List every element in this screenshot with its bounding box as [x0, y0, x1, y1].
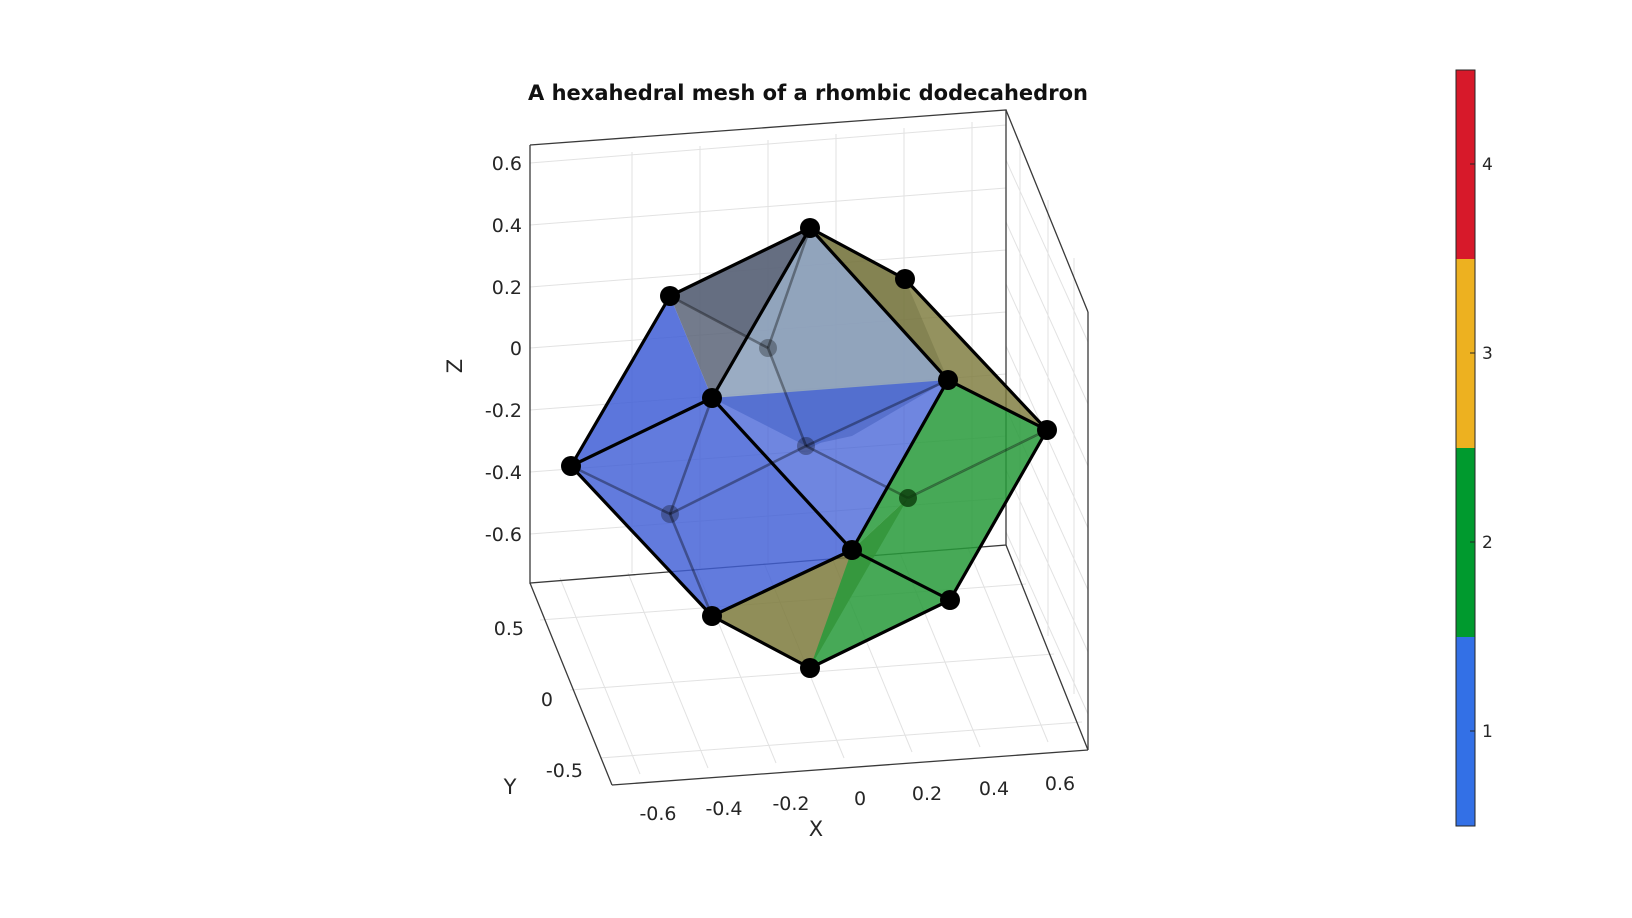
- mesh-node: [661, 505, 679, 523]
- colorbar-tick-label: 2: [1482, 533, 1493, 553]
- mesh-node: [842, 540, 862, 560]
- mesh-edges: [569, 226, 1049, 670]
- mesh-node: [702, 388, 722, 408]
- axes-box: [529, 109, 1089, 786]
- colorbar-segment: [1456, 70, 1475, 259]
- y-axis: -0.5 0 0.5 Y: [494, 618, 583, 799]
- mesh-node: [940, 590, 960, 610]
- mesh-face-blue-center: [712, 380, 948, 550]
- x-tick-label: -0.2: [772, 793, 809, 815]
- z-axis-label: Z: [443, 359, 467, 373]
- colorbar-frame: [1455, 69, 1476, 827]
- z-tick-label: 0.6: [492, 153, 522, 175]
- y-tick-label: 0: [541, 689, 553, 711]
- mesh-face-bottom: [712, 498, 908, 668]
- mesh-face-green-lower: [810, 430, 1047, 668]
- mesh-face-top-right: [810, 228, 1047, 430]
- x-tick-label: -0.4: [705, 798, 742, 820]
- mesh-hidden-edges: [570, 227, 1048, 617]
- mesh-nodes: [561, 218, 1057, 678]
- colorbar-tick-label: 3: [1482, 344, 1493, 364]
- mesh-hidden-nodes: [661, 339, 917, 523]
- mesh-node: [660, 286, 680, 306]
- y-tick-label: -0.5: [546, 760, 583, 782]
- colorbar: 4 3 2 1: [1455, 69, 1493, 827]
- mesh-node: [797, 437, 815, 455]
- x-axis-label: X: [809, 817, 823, 841]
- colorbar-tick-label: 4: [1482, 155, 1493, 175]
- mesh-face-blue-lower: [571, 398, 852, 616]
- hexahedral-mesh: [561, 218, 1057, 678]
- mesh-node: [800, 218, 820, 238]
- x-axis: -0.6 -0.4 -0.2 0 0.2 0.4 0.6 X: [639, 773, 1075, 841]
- mesh-node: [561, 456, 581, 476]
- plot-title: A hexahedral mesh of a rhombic dodecahed…: [528, 81, 1088, 105]
- y-axis-label: Y: [503, 775, 517, 799]
- colorbar-segment: [1456, 637, 1475, 826]
- x-tick-label: -0.6: [639, 803, 676, 825]
- z-tick-label: -0.4: [485, 462, 522, 484]
- z-axis: 0.6 0.4 0.2 0 -0.2 -0.4 -0.6 Z: [443, 153, 522, 546]
- mesh-face-green-upper: [852, 380, 1047, 550]
- mesh-node: [759, 339, 777, 357]
- y-tick-label: 0.5: [494, 618, 524, 640]
- mesh-face-top-left: [670, 228, 810, 398]
- mesh-node: [895, 269, 915, 289]
- colorbar-segment: [1456, 448, 1475, 637]
- z-tick-label: -0.6: [485, 524, 522, 546]
- x-tick-label: 0: [854, 788, 866, 810]
- x-tick-label: 0.2: [912, 783, 942, 805]
- mesh-face-blue-left: [571, 296, 712, 466]
- mesh-node: [702, 606, 722, 626]
- colorbar-tick-label: 1: [1482, 722, 1493, 742]
- mesh-node: [899, 489, 917, 507]
- x-tick-label: 0.4: [979, 778, 1009, 800]
- mesh-node: [1037, 420, 1057, 440]
- z-tick-label: 0: [510, 338, 522, 360]
- z-tick-label: 0.4: [492, 215, 522, 237]
- x-tick-label: 0.6: [1045, 773, 1075, 795]
- z-tick-label: -0.2: [485, 400, 522, 422]
- mesh-node: [800, 658, 820, 678]
- colorbar-segment: [1456, 259, 1475, 448]
- z-tick-label: 0.2: [492, 277, 522, 299]
- mesh-node: [938, 370, 958, 390]
